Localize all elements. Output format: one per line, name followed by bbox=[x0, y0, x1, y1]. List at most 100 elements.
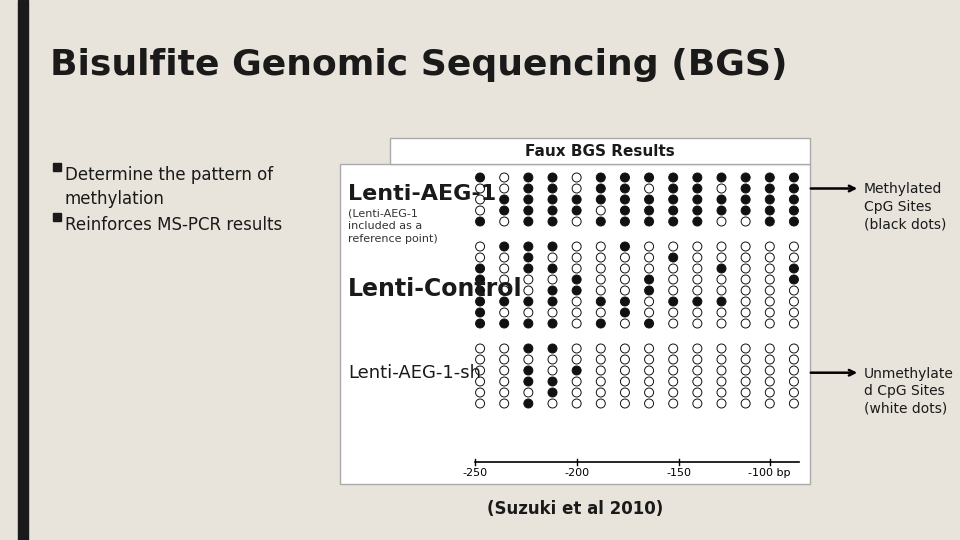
Circle shape bbox=[572, 184, 581, 193]
Circle shape bbox=[741, 242, 750, 251]
Circle shape bbox=[572, 217, 581, 226]
Circle shape bbox=[596, 173, 606, 182]
Circle shape bbox=[765, 377, 775, 386]
Circle shape bbox=[620, 242, 630, 251]
Circle shape bbox=[475, 388, 485, 397]
Circle shape bbox=[644, 195, 654, 204]
Circle shape bbox=[717, 253, 726, 262]
Circle shape bbox=[548, 297, 557, 306]
Circle shape bbox=[500, 344, 509, 353]
Circle shape bbox=[596, 344, 606, 353]
Bar bbox=[340, 164, 810, 484]
Circle shape bbox=[669, 253, 678, 262]
Circle shape bbox=[572, 297, 581, 306]
Circle shape bbox=[669, 217, 678, 226]
Circle shape bbox=[620, 206, 630, 215]
Circle shape bbox=[693, 366, 702, 375]
Circle shape bbox=[765, 206, 775, 215]
Circle shape bbox=[717, 217, 726, 226]
Circle shape bbox=[741, 206, 750, 215]
Circle shape bbox=[475, 264, 485, 273]
Circle shape bbox=[524, 319, 533, 328]
Circle shape bbox=[741, 264, 750, 273]
Circle shape bbox=[500, 253, 509, 262]
Circle shape bbox=[693, 308, 702, 317]
Bar bbox=[390, 138, 810, 164]
Circle shape bbox=[548, 275, 557, 284]
Circle shape bbox=[548, 366, 557, 375]
Circle shape bbox=[644, 319, 654, 328]
Circle shape bbox=[548, 377, 557, 386]
Circle shape bbox=[693, 319, 702, 328]
Circle shape bbox=[741, 173, 750, 182]
Circle shape bbox=[548, 344, 557, 353]
Circle shape bbox=[741, 184, 750, 193]
Circle shape bbox=[524, 388, 533, 397]
Text: Bisulfite Genomic Sequencing (BGS): Bisulfite Genomic Sequencing (BGS) bbox=[50, 48, 787, 82]
Circle shape bbox=[789, 217, 799, 226]
Text: Faux BGS Results: Faux BGS Results bbox=[525, 144, 675, 159]
Circle shape bbox=[669, 355, 678, 364]
Text: -250: -250 bbox=[463, 468, 488, 478]
Circle shape bbox=[717, 286, 726, 295]
Circle shape bbox=[500, 399, 509, 408]
Circle shape bbox=[765, 366, 775, 375]
Circle shape bbox=[475, 206, 485, 215]
Circle shape bbox=[765, 388, 775, 397]
Circle shape bbox=[644, 377, 654, 386]
Circle shape bbox=[572, 308, 581, 317]
Circle shape bbox=[644, 264, 654, 273]
Circle shape bbox=[548, 253, 557, 262]
Circle shape bbox=[644, 184, 654, 193]
Circle shape bbox=[475, 297, 485, 306]
Circle shape bbox=[596, 195, 606, 204]
Circle shape bbox=[620, 173, 630, 182]
Circle shape bbox=[741, 275, 750, 284]
Circle shape bbox=[475, 184, 485, 193]
Circle shape bbox=[548, 388, 557, 397]
Circle shape bbox=[596, 206, 606, 215]
Circle shape bbox=[693, 253, 702, 262]
Circle shape bbox=[741, 308, 750, 317]
Circle shape bbox=[596, 264, 606, 273]
Circle shape bbox=[572, 195, 581, 204]
Circle shape bbox=[693, 388, 702, 397]
Circle shape bbox=[572, 377, 581, 386]
Circle shape bbox=[789, 355, 799, 364]
Circle shape bbox=[765, 275, 775, 284]
Circle shape bbox=[741, 297, 750, 306]
Circle shape bbox=[669, 195, 678, 204]
Circle shape bbox=[524, 308, 533, 317]
Circle shape bbox=[524, 184, 533, 193]
Circle shape bbox=[669, 388, 678, 397]
Circle shape bbox=[717, 195, 726, 204]
Circle shape bbox=[765, 264, 775, 273]
Circle shape bbox=[789, 253, 799, 262]
Circle shape bbox=[765, 286, 775, 295]
Circle shape bbox=[765, 242, 775, 251]
Circle shape bbox=[596, 253, 606, 262]
Circle shape bbox=[620, 275, 630, 284]
Circle shape bbox=[620, 366, 630, 375]
Circle shape bbox=[500, 388, 509, 397]
Circle shape bbox=[693, 195, 702, 204]
Circle shape bbox=[548, 184, 557, 193]
Circle shape bbox=[789, 319, 799, 328]
Circle shape bbox=[717, 173, 726, 182]
Circle shape bbox=[475, 308, 485, 317]
Circle shape bbox=[548, 206, 557, 215]
Circle shape bbox=[717, 184, 726, 193]
Circle shape bbox=[548, 355, 557, 364]
Circle shape bbox=[693, 206, 702, 215]
Circle shape bbox=[524, 297, 533, 306]
Circle shape bbox=[596, 286, 606, 295]
Circle shape bbox=[741, 286, 750, 295]
Circle shape bbox=[693, 217, 702, 226]
Circle shape bbox=[717, 275, 726, 284]
Circle shape bbox=[500, 286, 509, 295]
Circle shape bbox=[548, 286, 557, 295]
Circle shape bbox=[669, 308, 678, 317]
Circle shape bbox=[548, 264, 557, 273]
Circle shape bbox=[765, 344, 775, 353]
Circle shape bbox=[596, 399, 606, 408]
